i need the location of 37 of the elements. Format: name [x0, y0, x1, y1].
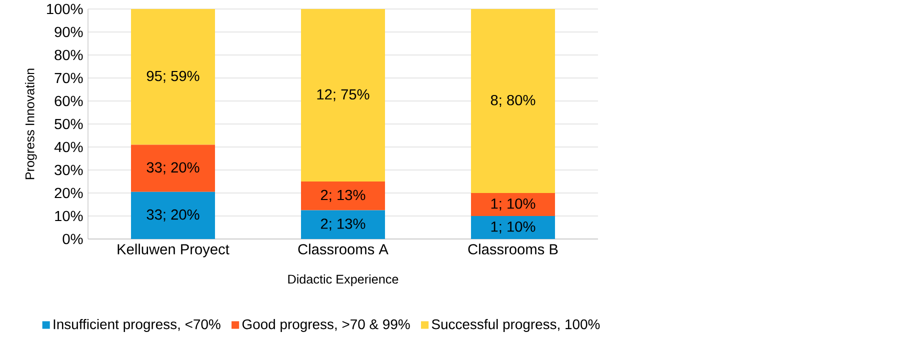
legend-label: Good progress, >70 & 99%: [242, 318, 410, 332]
y-tick-label: 100%: [47, 4, 83, 14]
legend-label: Successful progress, 100%: [432, 318, 600, 332]
y-axis-title: Progress Innovation: [25, 68, 37, 180]
bar: [131, 9, 215, 145]
x-tick-label: Classrooms B: [468, 244, 558, 254]
x-tick-label: Classrooms A: [298, 244, 388, 254]
y-tick-label: 10%: [55, 210, 83, 222]
data-label: 33; 20%: [146, 162, 200, 174]
data-label: 1; 10%: [491, 221, 536, 234]
bar: [471, 216, 555, 239]
data-label: 12; 75%: [317, 89, 370, 102]
x-tick-label: Kelluwen Proyect: [118, 244, 230, 258]
data-label: 8; 80%: [490, 94, 536, 108]
legend-label: Insufficient progress, <70%: [54, 318, 220, 332]
y-tick-label: 80%: [54, 50, 83, 60]
y-tick-label: 0%: [62, 234, 83, 244]
data-label: 33; 20%: [146, 209, 200, 222]
y-tick-label: 70%: [54, 72, 83, 84]
y-tick-label: 60%: [54, 96, 83, 106]
data-label: 1; 10%: [491, 198, 536, 211]
y-tick-label: 50%: [54, 118, 83, 130]
bar: [301, 9, 385, 182]
y-tick-label: 30%: [54, 164, 83, 176]
bar: [471, 193, 555, 216]
data-label: 95; 59%: [146, 70, 200, 83]
data-label: 2; 13%: [320, 218, 366, 231]
data-label: 2; 13%: [320, 190, 366, 202]
bar: [301, 210, 385, 239]
bar: [131, 192, 215, 239]
y-tick-label: 90%: [54, 26, 83, 38]
y-tick-label: 20%: [54, 188, 83, 198]
y-tick-label: 40%: [54, 142, 83, 152]
bar: [301, 182, 385, 210]
bar: [471, 9, 555, 193]
x-axis-title: Didactic Experience: [288, 274, 398, 286]
bar: [131, 144, 215, 192]
